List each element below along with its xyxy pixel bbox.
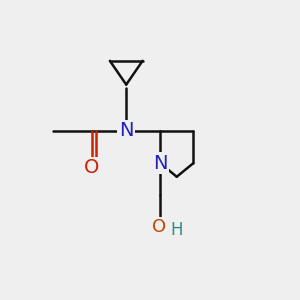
Text: H: H <box>170 221 183 239</box>
Text: N: N <box>119 121 134 140</box>
Text: N: N <box>153 154 168 173</box>
Text: O: O <box>152 218 166 236</box>
Text: O: O <box>84 158 100 177</box>
